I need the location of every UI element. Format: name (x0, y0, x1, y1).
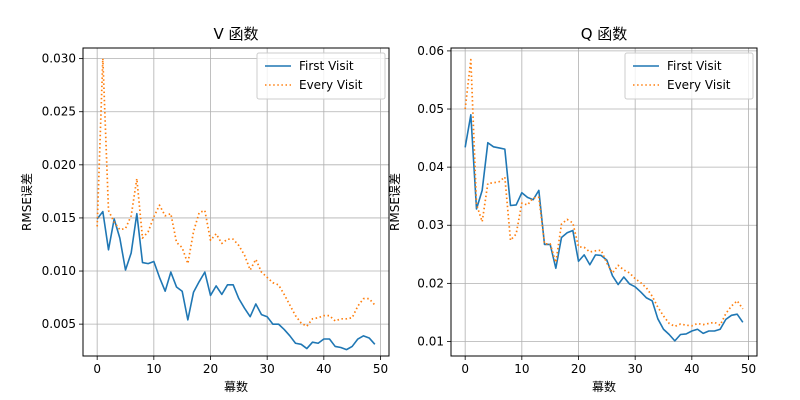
y-axis-label: RMSE误差 (388, 173, 402, 231)
legend-label-every-visit: Every Visit (299, 78, 363, 92)
q-function-chart: 0 10 20 30 40 50 0.01 0.02 0.03 0.04 0.05 0.06 Q 函… (388, 25, 758, 394)
x-tick-label: 0 (461, 362, 469, 376)
first-visit-line (464, 114, 744, 342)
x-tick-label: 30 (260, 362, 275, 376)
x-tick-label: 20 (203, 362, 218, 376)
y-tick-label: 0.03 (417, 218, 444, 232)
y-axis-label: RMSE误差 (20, 173, 34, 231)
x-tick-label: 40 (316, 362, 331, 376)
x-tick-label: 0 (93, 362, 101, 376)
x-tick-label: 10 (514, 362, 529, 376)
y-tick-label: 0.010 (42, 264, 76, 278)
chart-title: Q 函数 (581, 25, 628, 43)
chart-title: V 函数 (213, 25, 258, 43)
legend-box (624, 52, 754, 100)
every-visit-line (96, 57, 376, 328)
v-function-chart: 0 10 20 30 40 50 0.0050.0100.0150.0200.0250.0… (20, 25, 390, 394)
y-tick-label: 0.04 (417, 160, 444, 174)
legend-label-first-visit: First Visit (299, 59, 354, 73)
every-visit-line (464, 58, 744, 328)
x-tick-label: 50 (373, 362, 388, 376)
legend-box (256, 52, 386, 100)
plot-frame (82, 47, 390, 357)
y-tick-label: 0.015 (42, 211, 76, 225)
grid (451, 48, 757, 356)
series-lines (464, 58, 744, 342)
x-axis-ticks: 0 10 20 30 40 50 (93, 356, 388, 376)
x-axis-label: 幕数 (592, 379, 616, 394)
legend: First Visit Every Visit (624, 52, 754, 100)
first-visit-line (96, 210, 376, 351)
legend: First Visit Every Visit (256, 52, 386, 100)
y-tick-label: 0.020 (42, 158, 76, 172)
x-tick-label: 40 (684, 362, 699, 376)
legend-label-every-visit: Every Visit (667, 78, 731, 92)
x-axis-label: 幕数 (224, 379, 248, 394)
grid (83, 48, 389, 356)
y-tick-label: 0.06 (417, 44, 444, 58)
y-tick-label: 0.025 (42, 105, 76, 119)
legend-label-first-visit: First Visit (667, 59, 722, 73)
y-tick-label: 0.02 (417, 276, 444, 290)
y-tick-label: 0.05 (417, 102, 444, 116)
series-lines (96, 57, 376, 351)
x-tick-label: 20 (571, 362, 586, 376)
y-tick-label: 0.030 (42, 52, 76, 66)
y-axis-ticks: 0.005 0.010 0.015 0.020 0.025 0.030 (42, 52, 83, 331)
x-tick-label: 50 (741, 362, 756, 376)
x-tick-label: 30 (628, 362, 643, 376)
x-tick-label: 10 (146, 362, 161, 376)
y-axis-ticks: 0.01 0.02 0.03 0.04 0.05 0.06 (417, 44, 451, 348)
y-tick-label: 0.01 (417, 334, 444, 348)
y-tick-label: 0.005 (42, 317, 76, 331)
plot-frame (450, 47, 758, 357)
x-axis-ticks: 0 10 20 30 40 50 (461, 356, 756, 376)
